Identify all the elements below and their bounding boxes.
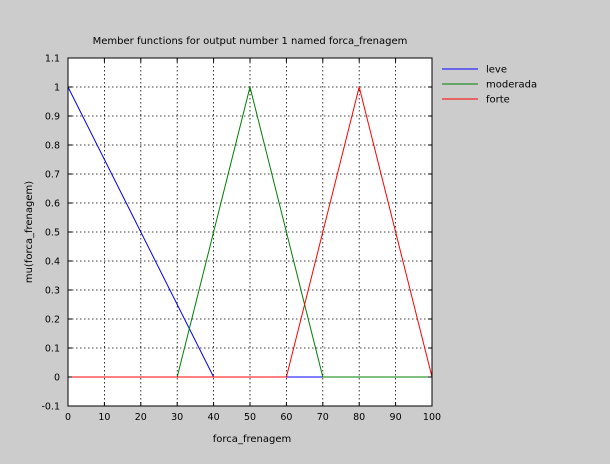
y-tick-label: 0.3 <box>45 286 60 297</box>
x-tick-label: 60 <box>280 412 292 423</box>
x-tick-label: 20 <box>135 412 147 423</box>
legend: leve moderada forte <box>442 65 537 106</box>
x-tick-label: 40 <box>208 412 220 423</box>
legend-label-forte: forte <box>486 95 510 106</box>
y-tick-label: -0.1 <box>41 402 60 413</box>
y-tick-label: 0.1 <box>45 344 60 355</box>
y-tick-label: 0.2 <box>45 315 60 326</box>
series-line-forte <box>68 86 433 378</box>
y-tick-label: 0.8 <box>45 141 60 152</box>
y-tick-label: 1 <box>54 83 60 94</box>
y-tick-label: 0.5 <box>45 228 60 239</box>
y-tick-label: 0.4 <box>45 257 60 268</box>
legend-label-leve: leve <box>486 65 507 76</box>
y-tick-label: 0 <box>54 373 60 384</box>
x-tick-label: 0 <box>65 412 71 423</box>
x-tick-label: 50 <box>244 412 256 423</box>
y-axis-title: mu(forca_frenagem) <box>24 181 35 283</box>
y-tick-label: 0.9 <box>45 112 60 123</box>
x-tick-label: 90 <box>390 412 402 423</box>
series-layer <box>67 86 433 378</box>
legend-label-moderada: moderada <box>486 80 537 91</box>
y-tick-label: 1.1 <box>45 54 60 65</box>
x-tick-label: 100 <box>423 412 441 423</box>
y-tick-label: 0.7 <box>45 170 60 181</box>
x-tick-label: 80 <box>353 412 365 423</box>
x-tick-label: 10 <box>98 412 110 423</box>
axis-ticks: 0 10 20 30 40 50 60 70 80 90 100 -0.1 0 0.1 0.2 0.3 0.4 0… <box>41 54 441 424</box>
x-tick-label: 70 <box>317 412 329 423</box>
chart-title: Member functions for output number 1 nam… <box>93 36 408 47</box>
x-tick-label: 30 <box>171 412 183 423</box>
y-tick-label: 0.6 <box>45 199 60 210</box>
x-axis-title: forca_frenagem <box>213 434 291 445</box>
